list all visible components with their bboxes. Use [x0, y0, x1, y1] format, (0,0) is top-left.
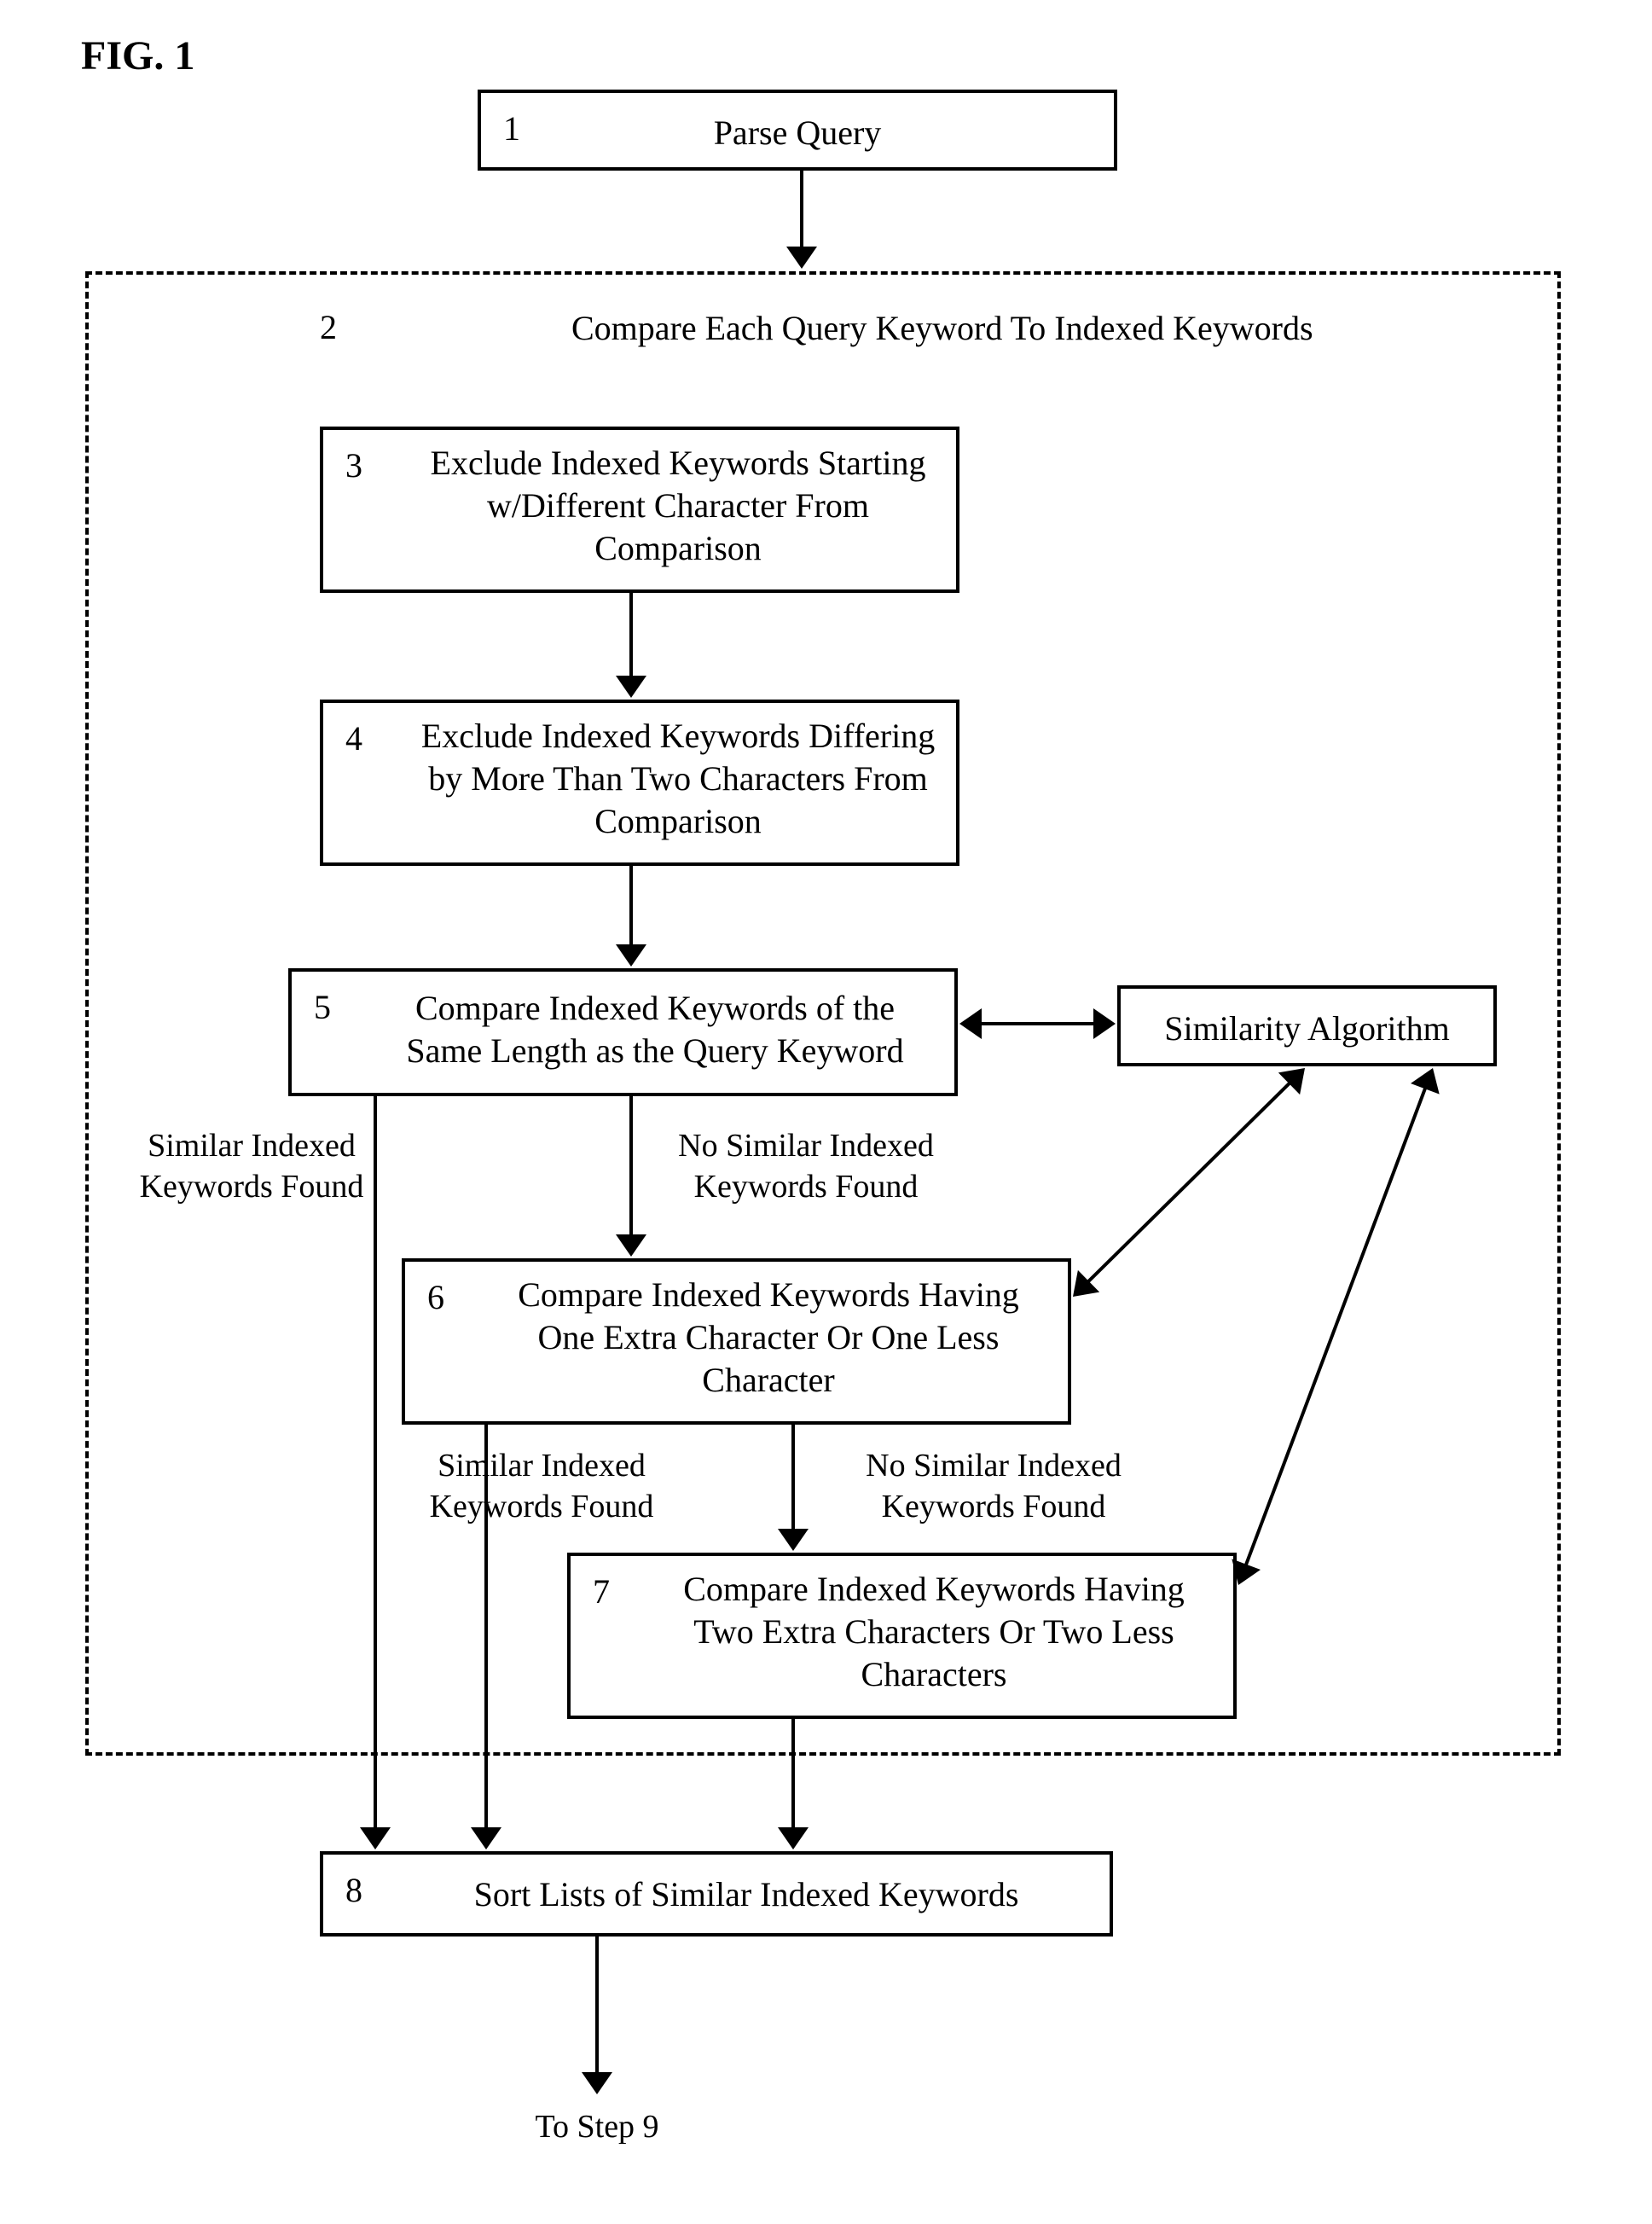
step-label: Compare Each Query Keyword To Indexed Ke…: [571, 307, 1467, 350]
edge-label: Similar Indexed Keywords Found: [405, 1446, 678, 1527]
arrowhead-icon: [786, 247, 817, 269]
edge-label: No Similar Indexed Keywords Found: [648, 1126, 964, 1207]
step-label: Sort Lists of Similar Indexed Keywords: [422, 1873, 1070, 1916]
arrowhead-icon: [778, 1827, 809, 1849]
step-number: 2: [320, 307, 337, 347]
edge-label: No Similar Indexed Keywords Found: [836, 1446, 1151, 1527]
step-number: 5: [314, 987, 331, 1027]
step-label: Parse Query: [478, 112, 1117, 154]
step-label: Exclude Indexed Keywords Starting w/Diff…: [422, 442, 934, 570]
step-label: Compare Indexed Keywords Having Two Extr…: [652, 1568, 1215, 1696]
step-number: 7: [593, 1571, 610, 1611]
arrowhead-icon: [582, 2072, 612, 2094]
arrowhead-icon: [360, 1827, 391, 1849]
step-number: 8: [345, 1870, 362, 1910]
step-label: Exclude Indexed Keywords Differing by Mo…: [418, 715, 938, 843]
step-number: 3: [345, 445, 362, 485]
step-number: 6: [427, 1277, 444, 1317]
arrowhead-icon: [471, 1827, 501, 1849]
step-number: 4: [345, 718, 362, 758]
edge-label: Similar Indexed Keywords Found: [115, 1126, 388, 1207]
step-label: Compare Indexed Keywords of the Same Len…: [374, 987, 936, 1072]
figure-title: FIG. 1: [81, 32, 194, 79]
step-label: Compare Indexed Keywords Having One Extr…: [487, 1274, 1050, 1402]
edge-label: To Step 9: [503, 2107, 691, 2148]
step-label: Similarity Algorithm: [1117, 1007, 1497, 1050]
